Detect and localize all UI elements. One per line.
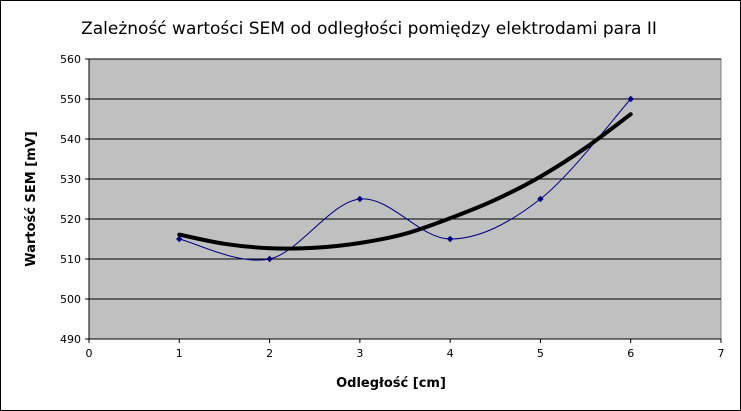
data-point-5	[627, 95, 634, 103]
chart-title: Zależność wartości SEM od odległości pom…	[81, 19, 657, 39]
plot-area	[88, 58, 722, 340]
y-axis-title: Wartość SEM [mV]	[24, 131, 39, 266]
x-tick-label-2: 2	[266, 347, 273, 360]
y-tick-label-530: 530	[60, 173, 81, 186]
data-point-3	[446, 235, 454, 243]
data-point-4	[537, 195, 544, 203]
x-tick-label-0: 0	[86, 347, 93, 360]
y-tick-label-510: 510	[60, 253, 81, 266]
x-tick-label-4: 4	[447, 347, 454, 360]
x-tick-label-5: 5	[537, 347, 544, 360]
trendline	[177, 112, 633, 251]
x-tick-labels: 0 1 2 3 4 5 6 7	[86, 347, 725, 360]
data-point-1	[266, 255, 273, 263]
x-tick-label-3: 3	[356, 347, 363, 360]
grid-lines	[89, 58, 721, 300]
y-tick-label-540: 540	[60, 133, 81, 146]
series-layer	[176, 95, 634, 263]
x-axis-title: Odległość [cm]	[336, 376, 446, 391]
y-tick-label-520: 520	[60, 213, 81, 226]
y-tick-label-500: 500	[60, 293, 81, 306]
data-point-0	[176, 235, 183, 243]
axes	[85, 58, 722, 343]
y-tick-labels: 490 500 510 520 530 540 550 560	[60, 53, 81, 346]
y-tick-label-550: 550	[60, 93, 81, 106]
y-tick-label-560: 560	[60, 53, 81, 66]
x-tick-label-6: 6	[627, 347, 634, 360]
data-point-2	[356, 195, 364, 203]
x-tick-label-7: 7	[718, 347, 725, 360]
y-tick-label-490: 490	[60, 333, 81, 346]
x-tick-label-1: 1	[176, 347, 183, 360]
